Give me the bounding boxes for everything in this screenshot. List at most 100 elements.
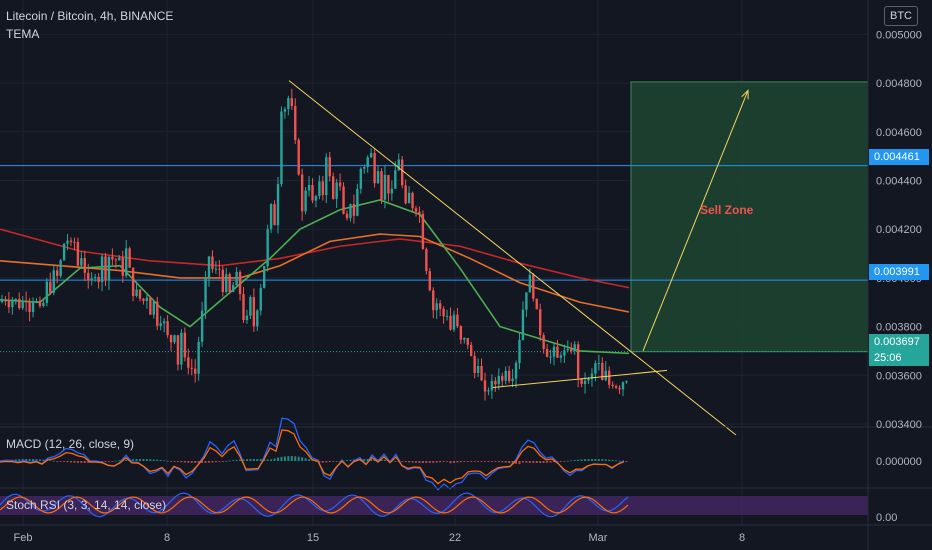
macd-histogram-bar <box>501 461 504 463</box>
macd-histogram-bar <box>432 461 435 463</box>
candle-body <box>169 335 173 343</box>
candle-body <box>452 314 456 330</box>
macd-histogram-bar <box>259 459 262 461</box>
macd-histogram-bar <box>339 460 342 462</box>
candle-body <box>611 384 614 387</box>
candle-body <box>338 182 342 187</box>
indicator-label: TEMA <box>6 27 40 41</box>
macd-histogram-bar <box>49 460 52 462</box>
candle-body <box>435 303 438 311</box>
candle-body <box>525 292 528 310</box>
candle-body <box>138 289 142 299</box>
macd-histogram-bar <box>442 461 445 462</box>
candle-body <box>587 378 590 381</box>
macd-histogram-bar <box>587 459 590 461</box>
macd-histogram-bar <box>449 461 452 464</box>
candle-body <box>62 243 66 261</box>
y-tick-label: 0.003400 <box>876 419 922 431</box>
candle-body <box>601 362 604 381</box>
macd-histogram-bar <box>239 459 242 461</box>
candle-body <box>107 256 111 281</box>
macd-histogram-bar <box>314 461 317 462</box>
y-tick-label: 0.003600 <box>876 370 922 382</box>
candle-body <box>614 386 618 388</box>
candle-body <box>580 378 583 385</box>
candle-body <box>566 349 569 351</box>
candle-body <box>183 332 187 358</box>
macd-histogram-bar <box>66 461 69 463</box>
candle-body <box>297 139 300 175</box>
macd-histogram-bar <box>290 456 293 461</box>
candle-body <box>576 344 580 379</box>
candle-body <box>287 98 290 110</box>
candle-body <box>583 380 587 385</box>
stoch-axis-label: 0.00 <box>876 512 897 524</box>
stoch-d-line <box>0 496 629 514</box>
candle-body <box>549 356 552 358</box>
candle-body <box>135 289 138 296</box>
candle-body <box>618 387 621 390</box>
x-tick-label: 8 <box>739 532 745 544</box>
price-tag-current: 0.003697 <box>869 334 929 350</box>
candle-body <box>56 270 59 276</box>
currency-button[interactable]: BTC <box>884 6 918 26</box>
candles <box>0 88 628 401</box>
horizontal-lines <box>0 165 868 353</box>
macd-histogram-bar <box>563 461 566 462</box>
macd-histogram-bar <box>325 461 328 463</box>
candle-body <box>480 366 483 381</box>
macd-histogram-bar <box>459 461 462 463</box>
candle-body <box>7 300 11 308</box>
candle-body <box>207 256 211 278</box>
target-arrow-head <box>741 89 749 100</box>
candle-body <box>608 370 611 385</box>
macd-histogram-bar <box>266 459 269 461</box>
macd-histogram-bar <box>73 461 76 463</box>
macd-histogram-bar <box>435 461 438 463</box>
macd-histogram-bar <box>304 458 307 461</box>
macd-histogram-bar <box>163 460 166 462</box>
candle-body <box>245 315 249 321</box>
macd-histogram-bar <box>111 461 114 462</box>
macd-histogram-bar <box>273 458 276 461</box>
candle-body <box>590 373 594 379</box>
candle-body <box>394 170 397 189</box>
candle-body <box>104 256 107 281</box>
macd-histogram-bar <box>221 461 224 462</box>
candle-body <box>194 368 197 374</box>
macd-histogram-bar <box>225 460 228 462</box>
macd-histogram-bar <box>308 459 311 461</box>
candle-body <box>504 370 507 381</box>
candle-body <box>97 276 100 282</box>
candle-body <box>80 258 83 266</box>
y-tick-label: 0.004800 <box>876 78 922 90</box>
macd-histogram-bar <box>594 459 597 461</box>
candle-body <box>300 174 304 212</box>
candle-body <box>162 321 166 324</box>
macd-histogram-bar <box>280 456 283 461</box>
candle-body <box>466 337 469 345</box>
candle-body <box>125 248 128 276</box>
candle-body <box>352 204 356 216</box>
candle-body <box>49 281 52 293</box>
macd-histogram-bar <box>21 459 24 461</box>
x-tick-label: Feb <box>14 532 33 544</box>
macd-histogram-bar <box>201 461 204 463</box>
candle-body <box>28 302 31 313</box>
macd-histogram-bar <box>477 461 480 462</box>
x-tick-label: Mar <box>589 532 608 544</box>
symbol-title: Litecoin / Bitcoin, 4h, BINANCE <box>6 9 174 23</box>
macd-histogram-bar <box>301 457 304 461</box>
macd-histogram-bar <box>132 459 135 461</box>
countdown-timer: 25:06 <box>869 350 929 366</box>
candle-body <box>149 297 152 315</box>
candle-body <box>121 257 124 276</box>
macd-label: MACD (12, 26, close, 9) <box>6 437 135 451</box>
macd-histogram-bar <box>515 461 518 464</box>
candle-body <box>159 323 162 326</box>
y-tick-label: 0.004600 <box>876 127 922 139</box>
candle-body <box>42 302 45 306</box>
macd-histogram-bar <box>573 460 576 461</box>
candle-body <box>335 182 338 199</box>
